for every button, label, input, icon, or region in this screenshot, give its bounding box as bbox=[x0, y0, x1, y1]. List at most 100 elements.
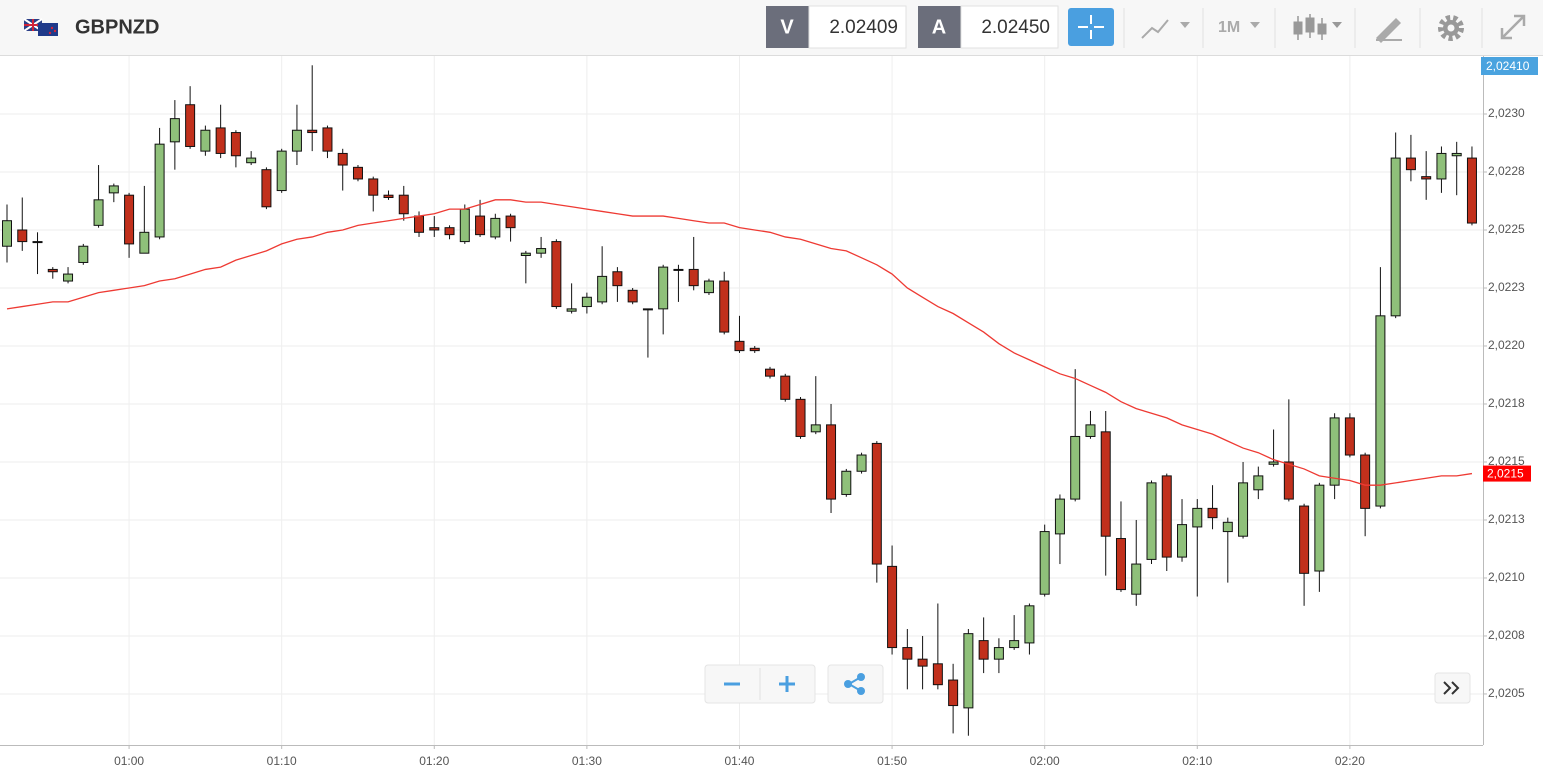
x-tick-label: 02:00 bbox=[1030, 754, 1060, 768]
candle-body bbox=[185, 104, 196, 147]
y-tick-label: 2,0208 bbox=[1488, 628, 1525, 642]
candle-body bbox=[902, 647, 913, 660]
candle-body bbox=[32, 241, 43, 244]
candle-body bbox=[887, 565, 898, 649]
x-tick-label: 02:20 bbox=[1335, 754, 1365, 768]
sell-label: V bbox=[780, 16, 794, 38]
candle-body bbox=[978, 640, 989, 660]
y-tick-label: 2,0213 bbox=[1488, 512, 1525, 526]
candle-body bbox=[810, 424, 821, 433]
timeframe-button[interactable]: 1M bbox=[1218, 19, 1260, 36]
candle-body bbox=[795, 398, 806, 437]
candle-body bbox=[307, 129, 318, 134]
y-tick-label: 2,0218 bbox=[1488, 396, 1525, 410]
candle-body bbox=[1314, 484, 1325, 572]
candle-body bbox=[2, 220, 12, 247]
candle-body bbox=[200, 129, 211, 152]
flag-icon bbox=[23, 18, 58, 36]
candle-body bbox=[1283, 461, 1294, 500]
candle-body bbox=[581, 296, 592, 308]
candle-body bbox=[383, 194, 394, 199]
candle-body bbox=[1222, 521, 1233, 533]
scroll-end-button[interactable] bbox=[1434, 672, 1471, 704]
candle-body bbox=[841, 470, 852, 495]
candle-body bbox=[749, 347, 760, 352]
zoom-controls bbox=[704, 664, 816, 704]
sell-button[interactable]: V 2.02409 bbox=[766, 5, 907, 49]
buy-button[interactable]: A 2.02450 bbox=[918, 5, 1059, 49]
candle-body bbox=[932, 663, 943, 686]
y-tick-label: 2,0210 bbox=[1488, 570, 1525, 584]
settings-button[interactable] bbox=[1438, 15, 1464, 41]
candle-body bbox=[566, 308, 577, 312]
candle-body bbox=[47, 268, 58, 273]
candle-body bbox=[63, 273, 74, 282]
candle-body bbox=[551, 241, 562, 308]
candle-body bbox=[169, 118, 180, 143]
candle-body bbox=[765, 368, 775, 377]
candle-body bbox=[459, 208, 470, 243]
crosshair-button[interactable] bbox=[1068, 8, 1114, 46]
zoom-in-button[interactable] bbox=[779, 676, 795, 692]
candle-body bbox=[1390, 157, 1401, 317]
candle-body bbox=[1344, 417, 1355, 456]
candle-body bbox=[246, 157, 257, 164]
candle-body bbox=[108, 185, 119, 194]
candle-body bbox=[719, 280, 730, 333]
ma-price-label: 2,0215 bbox=[1487, 467, 1524, 481]
candle-body bbox=[291, 129, 302, 152]
timeframe: 1M bbox=[1218, 19, 1240, 36]
candle-body bbox=[1070, 435, 1081, 500]
sell-price: 2.02409 bbox=[829, 17, 898, 38]
candle-body bbox=[490, 217, 501, 238]
y-tick-label: 2,0220 bbox=[1488, 338, 1525, 352]
candle-body bbox=[1375, 315, 1386, 507]
moving-average-line bbox=[6, 199, 1473, 486]
candle-body bbox=[642, 308, 653, 311]
candle-body bbox=[993, 647, 1004, 660]
candle-body bbox=[93, 199, 104, 226]
candle-body bbox=[597, 275, 608, 303]
share-button[interactable] bbox=[827, 664, 884, 704]
candle-body bbox=[780, 375, 791, 400]
y-tick-label: 2,0223 bbox=[1488, 280, 1525, 294]
candle-body bbox=[703, 280, 714, 294]
candle-body bbox=[475, 215, 486, 236]
candle-body bbox=[505, 215, 516, 229]
candle-body bbox=[612, 271, 623, 287]
candle-body bbox=[139, 231, 150, 254]
candle-body bbox=[261, 169, 272, 208]
candle-body bbox=[429, 227, 440, 231]
candle-style-button[interactable] bbox=[1293, 14, 1342, 40]
candle-body bbox=[658, 266, 669, 310]
current-price-label: 2,02410 bbox=[1486, 59, 1530, 73]
candle-body bbox=[230, 132, 241, 157]
y-tick-label: 2,0225 bbox=[1488, 222, 1525, 236]
candle-body bbox=[337, 152, 348, 166]
candle-body bbox=[1115, 538, 1126, 591]
candle-body bbox=[948, 679, 959, 707]
candle-body bbox=[1299, 505, 1310, 574]
candle-body bbox=[1329, 417, 1340, 486]
candle-body bbox=[17, 229, 28, 243]
candle-body bbox=[368, 178, 379, 196]
y-tick-label: 2,0205 bbox=[1488, 686, 1525, 700]
drawing-button[interactable] bbox=[1376, 18, 1402, 43]
chart-type-button[interactable] bbox=[1141, 19, 1190, 39]
x-tick-label: 02:10 bbox=[1182, 754, 1212, 768]
candle-body bbox=[1405, 157, 1416, 171]
buy-price: 2.02450 bbox=[981, 17, 1050, 38]
x-tick-label: 01:40 bbox=[724, 754, 754, 768]
candle-body bbox=[734, 340, 745, 352]
candle-body bbox=[1238, 482, 1249, 537]
candle-body bbox=[627, 289, 638, 303]
candle-body bbox=[444, 227, 455, 236]
candle-body bbox=[1451, 152, 1462, 157]
candle-body bbox=[1253, 475, 1264, 491]
candle-body bbox=[826, 424, 837, 500]
candle-body bbox=[215, 127, 226, 154]
candle-body bbox=[520, 252, 531, 257]
candle-body bbox=[124, 194, 135, 245]
fullscreen-button[interactable] bbox=[1500, 14, 1526, 40]
